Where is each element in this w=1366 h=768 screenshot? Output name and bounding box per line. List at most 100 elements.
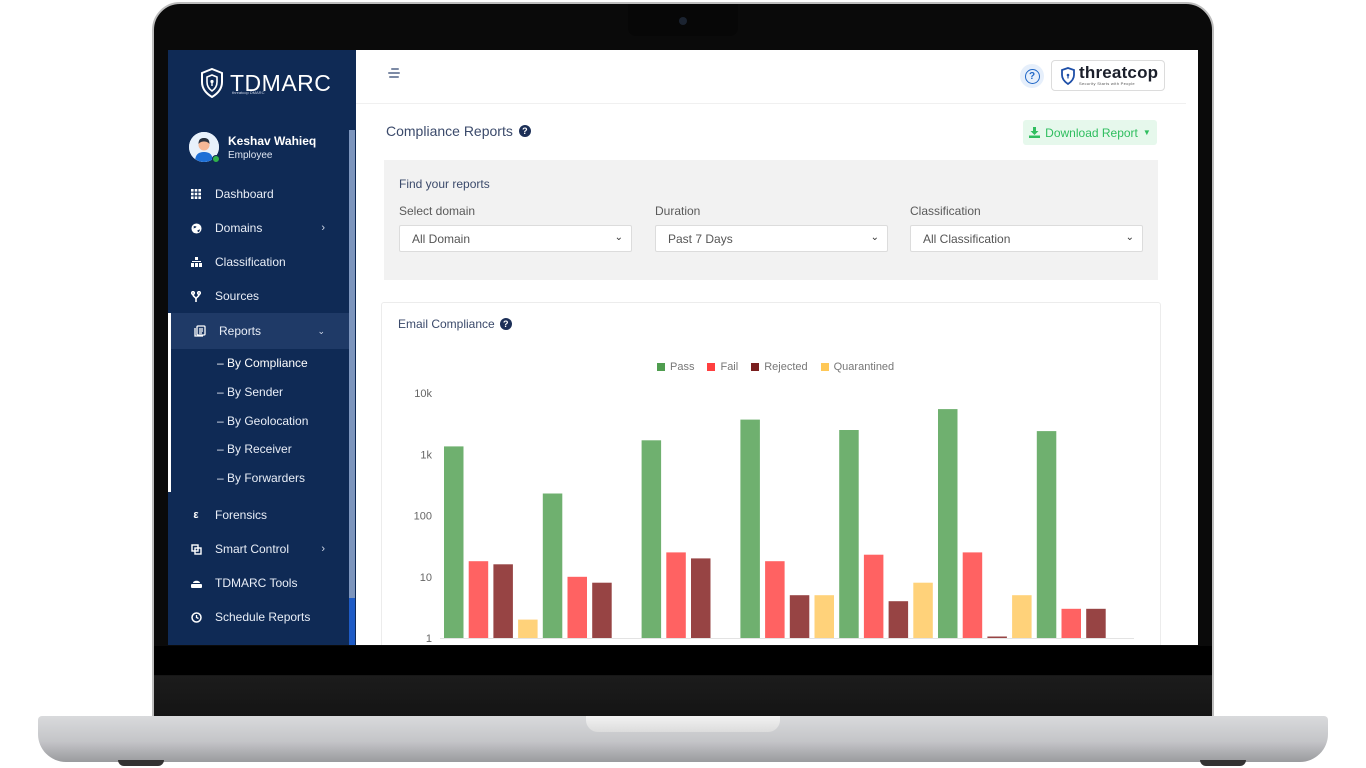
bar-rejected[interactable] xyxy=(493,564,513,638)
globe-icon xyxy=(189,221,203,235)
bar-rejected[interactable] xyxy=(1086,608,1106,638)
bar-quarantined[interactable] xyxy=(518,619,538,638)
bar-fail[interactable] xyxy=(863,554,884,638)
chevron-right-icon: › xyxy=(321,222,325,234)
bar-fail[interactable] xyxy=(567,576,588,638)
compliance-bar-chart: 1 10 100 1k 10k xyxy=(414,388,1134,645)
submenu-by-receiver[interactable]: – By Receiver xyxy=(217,442,292,457)
download-report-button[interactable]: Download Report ▼ xyxy=(1023,120,1157,145)
brand-name: threatcop xyxy=(1079,63,1159,82)
chart-title: Email Compliance ? xyxy=(398,317,512,331)
legend-swatch xyxy=(820,363,829,371)
bar-pass[interactable] xyxy=(839,430,859,638)
bar-pass[interactable] xyxy=(542,493,563,639)
sidebar-item-label: Smart Control xyxy=(215,542,290,557)
sidebar-item-tdmarc-tools[interactable]: TDMARC Tools xyxy=(168,566,349,600)
bar-quarantined[interactable] xyxy=(913,582,933,638)
bar-rejected[interactable] xyxy=(789,595,810,638)
legend-swatch xyxy=(707,363,716,371)
app-logo[interactable]: TDMARC xyxy=(200,68,331,98)
question-icon: ? xyxy=(1024,68,1040,84)
bar-fail[interactable] xyxy=(765,561,785,638)
threatcop-brand[interactable]: threatcop Security Starts with People xyxy=(1051,60,1165,91)
sidebar-item-dashboard[interactable]: Dashboard xyxy=(168,177,349,211)
bar-fail[interactable] xyxy=(468,561,489,638)
sidebar-item-classification[interactable]: Classification xyxy=(168,245,349,279)
legend-rejected[interactable]: Rejected xyxy=(751,361,808,373)
threatcop-shield-icon xyxy=(1061,66,1075,85)
bar-rejected[interactable] xyxy=(987,636,1007,639)
legend-quarantined[interactable]: Quarantined xyxy=(820,361,895,373)
laptop-base-notch xyxy=(586,716,780,732)
laptop-foot xyxy=(1200,760,1246,766)
fork-icon xyxy=(189,289,203,303)
sidebar-item-smart-control[interactable]: Smart Control › xyxy=(168,532,349,566)
legend-label: Quarantined xyxy=(833,361,895,373)
user-role: Employee xyxy=(228,149,273,161)
chevron-down-icon: ⌄ xyxy=(614,232,623,243)
shield-logo-icon xyxy=(201,68,223,98)
sidebar-item-forensics[interactable]: ε Forensics xyxy=(168,498,349,532)
sidebar-item-sources[interactable]: Sources xyxy=(168,279,349,313)
help-circle-icon[interactable]: ? xyxy=(518,125,531,137)
bar-quarantined[interactable] xyxy=(814,595,835,638)
sidebar-scrollbar-thumb[interactable] xyxy=(349,598,355,645)
online-status-dot xyxy=(212,155,220,163)
logo-text: TDMARC xyxy=(230,69,332,96)
bar-rejected[interactable] xyxy=(691,558,711,638)
bar-rejected[interactable] xyxy=(888,601,909,638)
bar-fail[interactable] xyxy=(962,552,983,638)
sidebar-nav: Dashboard Domains › Classification Sour xyxy=(168,177,349,634)
sidebar-item-reports[interactable]: Reports ⌄ xyxy=(168,313,349,349)
submenu-by-geolocation[interactable]: – By Geolocation xyxy=(217,413,309,428)
sidebar-item-schedule-reports[interactable]: Schedule Reports xyxy=(168,600,349,634)
submenu-by-forwarders[interactable]: – By Forwarders xyxy=(217,471,306,486)
email-compliance-card: Email Compliance ? Pass Fail Rejected xyxy=(381,302,1161,645)
legend-pass[interactable]: Pass xyxy=(657,361,694,373)
sidebar-item-domains[interactable]: Domains › xyxy=(168,211,349,245)
bar-pass[interactable] xyxy=(740,419,760,638)
y-axis-tick: 1 xyxy=(426,633,432,645)
submenu-by-compliance[interactable]: – By Compliance xyxy=(217,356,308,371)
sidebar-item-label: Schedule Reports xyxy=(215,610,311,625)
filter-title: Find your reports xyxy=(399,177,490,191)
bar-pass[interactable] xyxy=(444,446,464,638)
page-title-text: Compliance Reports xyxy=(386,123,513,139)
domain-select[interactable]: All Domain ⌄ xyxy=(399,225,632,252)
reports-submenu: – By Compliance – By Sender – By Geoloca… xyxy=(168,349,349,493)
bar-rejected[interactable] xyxy=(592,582,612,638)
top-bar: ? threatcop Security Starts with People xyxy=(356,50,1186,104)
bar-fail[interactable] xyxy=(1061,608,1082,638)
help-button[interactable]: ? xyxy=(1020,64,1044,88)
bar-pass[interactable] xyxy=(1036,431,1057,638)
bar-fail[interactable] xyxy=(666,552,686,638)
sidebar-scrollbar[interactable] xyxy=(349,130,355,645)
legend-swatch xyxy=(657,363,665,371)
y-axis-tick: 10k xyxy=(414,388,432,400)
chart-title-text: Email Compliance xyxy=(398,317,495,331)
classification-select[interactable]: All Classification ⌄ xyxy=(910,225,1143,252)
chart-legend: Pass Fail Rejected Quarantined xyxy=(657,361,894,373)
submenu-by-sender[interactable]: – By Sender xyxy=(217,385,284,400)
duration-select[interactable]: Past 7 Days ⌄ xyxy=(655,225,888,252)
laptop-bezel xyxy=(154,646,1212,718)
domain-select-value: All Domain xyxy=(412,231,471,246)
user-profile[interactable]: Keshav Wahieq Employee xyxy=(189,132,316,163)
menu-toggle-icon[interactable] xyxy=(388,68,402,80)
grid-icon xyxy=(189,187,203,201)
brand-tagline: Security Starts with People xyxy=(1079,81,1135,86)
bar-pass[interactable] xyxy=(641,440,662,638)
chevron-down-icon: ⌄ xyxy=(317,325,325,336)
chevron-down-icon: ⌄ xyxy=(870,232,879,243)
logo-subtext: threatcop DMARC xyxy=(232,90,265,95)
sidebar: TDMARC threatcop DMARC Keshav Wahieq Emp… xyxy=(168,50,356,645)
clone-icon xyxy=(189,542,203,556)
forensics-icon: ε xyxy=(193,509,199,522)
filter-panel: Find your reports Select domain All Doma… xyxy=(384,160,1158,280)
help-circle-icon[interactable]: ? xyxy=(499,318,512,330)
y-axis-tick: 100 xyxy=(414,511,432,523)
sidebar-item-label: Forensics xyxy=(215,508,268,523)
bar-pass[interactable] xyxy=(938,409,958,638)
bar-quarantined[interactable] xyxy=(1012,595,1032,638)
legend-fail[interactable]: Fail xyxy=(707,361,738,373)
